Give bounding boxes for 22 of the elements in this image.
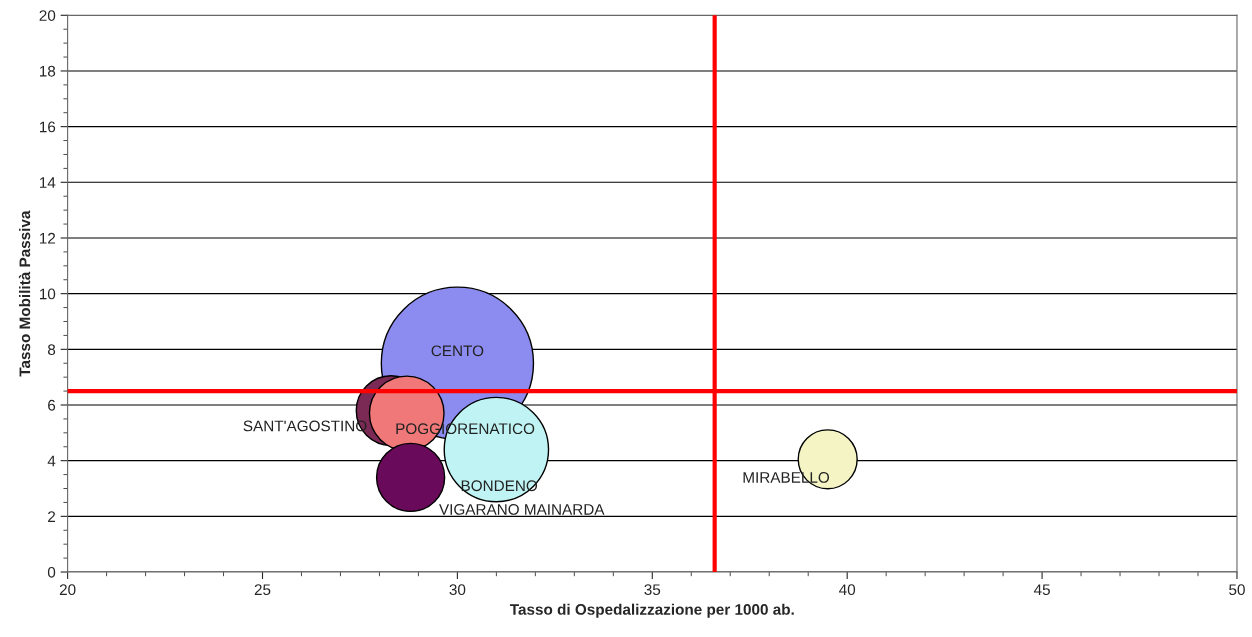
x-tick-label: 30 <box>449 584 466 596</box>
series-label: VIGARANO MAINARDA <box>439 504 605 515</box>
y-axis-title: Tasso Mobilità Passiva <box>18 210 31 377</box>
x-tick-label: 20 <box>59 584 76 596</box>
y-tick-label: 4 <box>47 455 56 467</box>
x-axis-title: Tasso di Ospedalizzazione per 1000 ab. <box>509 603 794 618</box>
y-tick-label: 18 <box>39 65 56 77</box>
series-label: CENTO <box>431 345 484 357</box>
y-tick-label: 10 <box>39 288 56 300</box>
y-tick-label: 6 <box>48 399 56 411</box>
x-tick-label: 50 <box>1229 584 1245 596</box>
y-tick-label: 2 <box>48 511 56 522</box>
x-tick-label: 35 <box>644 584 661 596</box>
y-tick-label: 14 <box>39 177 56 188</box>
y-tick-label: 8 <box>47 344 56 356</box>
x-tick-label: 25 <box>254 584 271 596</box>
x-tick-label: 40 <box>839 584 856 596</box>
x-tick-label: 45 <box>1033 584 1050 596</box>
y-tick-label: 0 <box>47 566 56 578</box>
y-tick-label: 16 <box>39 121 56 133</box>
y-tick-label: 20 <box>39 10 56 21</box>
y-tick-label: 12 <box>39 232 56 244</box>
